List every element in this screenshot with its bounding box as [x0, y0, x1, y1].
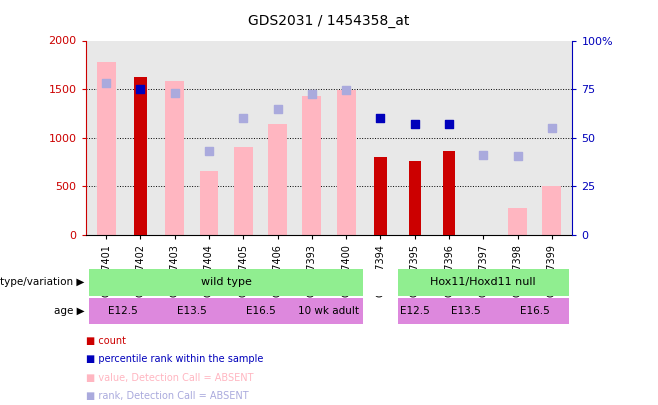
Text: E12.5: E12.5: [400, 306, 430, 316]
Point: [409, 121, 420, 127]
Text: GDS2031 / 1454358_at: GDS2031 / 1454358_at: [248, 14, 410, 28]
Text: E13.5: E13.5: [177, 306, 207, 316]
Text: genotype/variation ▶: genotype/variation ▶: [0, 277, 85, 288]
Text: ■ percentile rank within the sample: ■ percentile rank within the sample: [86, 354, 263, 364]
Text: Hox11/Hoxd11 null: Hox11/Hoxd11 null: [430, 277, 536, 288]
Point: [238, 115, 249, 122]
Point: [547, 125, 557, 131]
Text: E12.5: E12.5: [109, 306, 138, 316]
Bar: [443, 151, 455, 235]
Bar: [501, 298, 569, 324]
Bar: [165, 81, 184, 235]
Text: wild type: wild type: [201, 277, 251, 288]
Bar: [397, 269, 569, 296]
Bar: [268, 124, 287, 235]
Point: [135, 86, 145, 92]
Bar: [303, 96, 321, 235]
Bar: [89, 298, 157, 324]
Bar: [89, 269, 363, 296]
Bar: [157, 298, 226, 324]
Text: 10 wk adult: 10 wk adult: [299, 306, 359, 316]
Point: [204, 148, 215, 155]
Bar: [199, 171, 218, 235]
Bar: [374, 157, 386, 235]
Point: [307, 91, 317, 97]
Bar: [363, 298, 397, 324]
Bar: [295, 298, 363, 324]
Bar: [134, 77, 147, 235]
Text: ■ rank, Detection Call = ABSENT: ■ rank, Detection Call = ABSENT: [86, 391, 248, 401]
Point: [169, 90, 180, 96]
Bar: [542, 186, 561, 235]
Bar: [508, 208, 527, 235]
Text: age ▶: age ▶: [54, 306, 85, 316]
Bar: [409, 161, 421, 235]
Point: [443, 121, 454, 127]
Point: [375, 115, 386, 122]
Text: E13.5: E13.5: [451, 306, 481, 316]
Point: [272, 105, 283, 112]
Bar: [337, 90, 355, 235]
Text: E16.5: E16.5: [245, 306, 275, 316]
Point: [478, 152, 489, 158]
Bar: [226, 298, 295, 324]
Bar: [397, 298, 432, 324]
Point: [341, 87, 351, 93]
Point: [513, 153, 523, 160]
Bar: [363, 269, 397, 296]
Text: E16.5: E16.5: [520, 306, 549, 316]
Text: ■ value, Detection Call = ABSENT: ■ value, Detection Call = ABSENT: [86, 373, 253, 383]
Bar: [432, 298, 501, 324]
Text: ■ count: ■ count: [86, 336, 126, 346]
Bar: [97, 62, 116, 235]
Bar: [234, 147, 253, 235]
Point: [101, 80, 111, 87]
